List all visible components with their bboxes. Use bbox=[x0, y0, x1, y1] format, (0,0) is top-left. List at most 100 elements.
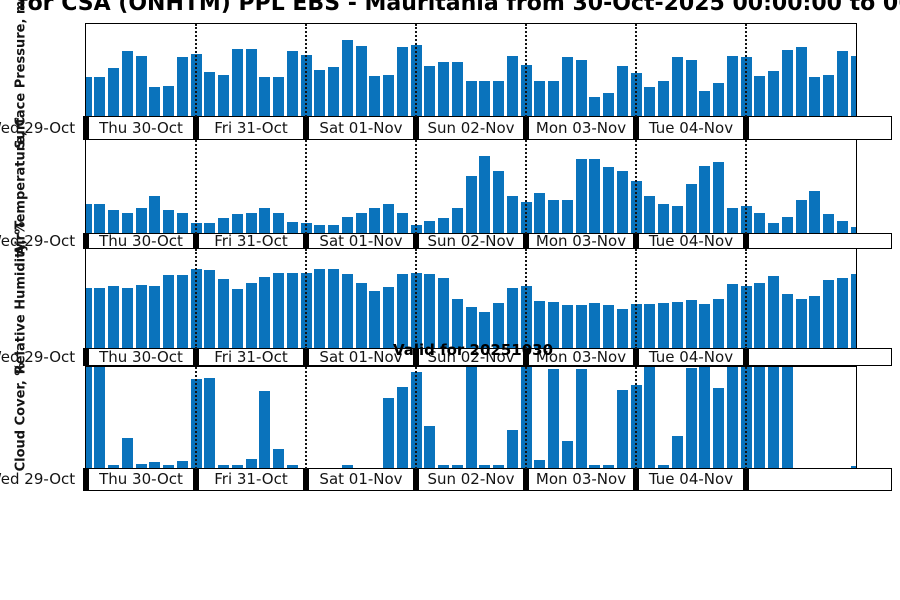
bar bbox=[561, 441, 573, 469]
bar bbox=[438, 464, 449, 469]
bar bbox=[245, 212, 257, 234]
midnight-gridline bbox=[635, 367, 637, 469]
day-boundary-marker bbox=[303, 233, 309, 249]
day-label: Tue 04-Nov bbox=[648, 470, 734, 488]
bar bbox=[699, 165, 711, 234]
day-boundary-marker bbox=[413, 233, 419, 249]
day-label: Mon 03-Nov bbox=[535, 119, 627, 137]
bar bbox=[754, 367, 766, 469]
bar bbox=[713, 83, 724, 117]
bar bbox=[149, 286, 161, 349]
day-label: Sun 02-Nov bbox=[427, 119, 515, 137]
bar bbox=[506, 56, 518, 117]
bar bbox=[685, 184, 697, 234]
bar bbox=[795, 199, 807, 234]
day-boundary-marker bbox=[633, 116, 639, 140]
bar bbox=[383, 287, 394, 349]
bar bbox=[836, 278, 848, 349]
bar bbox=[383, 397, 394, 469]
bar bbox=[850, 273, 856, 349]
bar bbox=[94, 367, 106, 469]
bar bbox=[754, 283, 766, 349]
bar bbox=[534, 300, 546, 349]
midnight-gridline bbox=[635, 24, 637, 117]
bar bbox=[781, 49, 793, 117]
bar bbox=[465, 367, 477, 469]
bar bbox=[176, 212, 188, 234]
bar bbox=[341, 273, 353, 349]
bar bbox=[561, 199, 573, 234]
bar bbox=[286, 51, 298, 117]
bar bbox=[465, 306, 477, 349]
bar bbox=[259, 76, 271, 117]
day-label: Sun 02-Nov bbox=[427, 232, 515, 250]
day-boundary-marker bbox=[523, 233, 529, 249]
bar bbox=[809, 76, 821, 117]
midnight-gridline bbox=[195, 140, 197, 234]
day-boundary-marker bbox=[743, 468, 749, 491]
bar bbox=[135, 285, 147, 349]
bar bbox=[369, 75, 381, 117]
bar bbox=[713, 161, 724, 234]
bar bbox=[506, 195, 518, 234]
day-boundary-marker bbox=[413, 116, 419, 140]
bar bbox=[341, 464, 353, 469]
bar bbox=[135, 207, 147, 234]
midnight-gridline bbox=[525, 140, 527, 234]
bar bbox=[245, 48, 257, 117]
bar bbox=[86, 76, 92, 117]
day-label: Thu 30-Oct bbox=[99, 348, 183, 366]
bar bbox=[823, 280, 834, 349]
bar bbox=[479, 311, 491, 349]
bar bbox=[726, 284, 738, 349]
y-axis-label: Relative Humidity, % bbox=[13, 221, 29, 375]
bar bbox=[121, 288, 133, 349]
bar bbox=[850, 56, 856, 117]
bar bbox=[644, 367, 656, 469]
bar bbox=[135, 56, 147, 117]
bar bbox=[149, 195, 161, 234]
day-boundary-marker bbox=[743, 233, 749, 249]
bar bbox=[383, 203, 394, 234]
bar bbox=[163, 210, 174, 234]
bar bbox=[603, 464, 614, 469]
bar bbox=[699, 303, 711, 349]
day-label: Tue 04-Nov bbox=[648, 348, 734, 366]
day-boundary-marker bbox=[193, 116, 199, 140]
midnight-gridline bbox=[745, 24, 747, 117]
bar bbox=[534, 459, 546, 469]
bar bbox=[644, 303, 656, 349]
bar bbox=[603, 166, 614, 234]
day-label: Sun 02-Nov bbox=[427, 348, 515, 366]
day-boundary-marker bbox=[633, 468, 639, 491]
bar bbox=[273, 448, 284, 469]
midnight-gridline bbox=[305, 24, 307, 117]
bar bbox=[451, 207, 463, 234]
day-label: Mon 03-Nov bbox=[535, 348, 627, 366]
bar bbox=[534, 80, 546, 117]
bar bbox=[823, 74, 834, 117]
bar bbox=[768, 70, 779, 117]
day-boundary-marker bbox=[413, 468, 419, 491]
day-boundary-marker bbox=[303, 116, 309, 140]
bar bbox=[451, 299, 463, 349]
bar bbox=[493, 302, 504, 349]
bar bbox=[561, 57, 573, 117]
bar bbox=[506, 288, 518, 349]
day-label: Wed 29-Oct bbox=[0, 470, 76, 488]
valid-for-annotation: Valid for 20251030 bbox=[392, 341, 554, 359]
bar bbox=[163, 85, 174, 117]
y-tick bbox=[856, 85, 857, 87]
bar bbox=[534, 193, 546, 234]
bar bbox=[671, 206, 683, 234]
bar bbox=[218, 464, 229, 469]
bar bbox=[231, 48, 243, 117]
bar bbox=[726, 367, 738, 469]
bar bbox=[699, 367, 711, 469]
bar bbox=[135, 463, 147, 469]
bar bbox=[479, 156, 491, 234]
day-label: Wed 29-Oct bbox=[0, 232, 76, 250]
midnight-gridline bbox=[305, 249, 307, 349]
bar bbox=[176, 275, 188, 349]
bar bbox=[218, 279, 229, 349]
